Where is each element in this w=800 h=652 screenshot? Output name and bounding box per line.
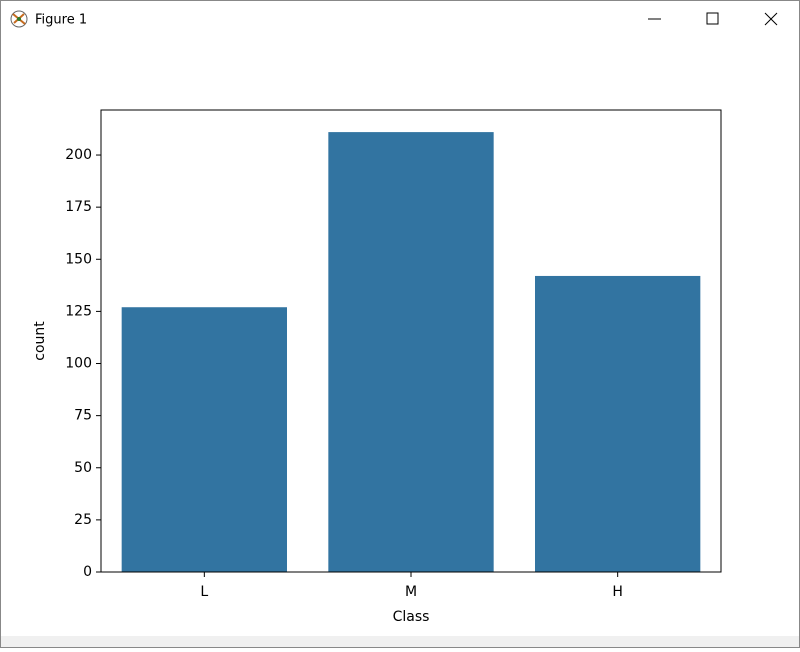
y-tick-label: 50: [74, 460, 92, 476]
y-tick-label: 25: [74, 512, 92, 528]
y-tick-label: 200: [65, 147, 92, 163]
plot: 0 25 50 75 100 125 150 175 200 L M H: [65, 109, 722, 600]
axes-frame: [100, 109, 722, 573]
y-tick-label: 150: [65, 251, 92, 267]
toolbar: [1, 636, 799, 647]
x-tick-label: M: [405, 584, 417, 600]
app-icon: [10, 10, 28, 28]
x-tick-label: H: [612, 584, 623, 600]
y-tick-label: 0: [83, 564, 92, 580]
x-axis-label: Class: [393, 609, 430, 625]
bar: [328, 132, 494, 572]
x-tick-label: L: [200, 584, 208, 600]
bar: [535, 275, 701, 572]
y-tick-label: 100: [65, 356, 92, 372]
y-axis-label: count: [32, 321, 48, 361]
y-tick-label: 125: [65, 303, 92, 319]
y-tick-label: 75: [74, 408, 92, 424]
maximize-button[interactable]: [706, 12, 719, 25]
bar: [121, 307, 288, 572]
close-button[interactable]: [764, 12, 778, 26]
y-tick-label: 175: [65, 199, 92, 215]
window-title: Figure 1: [35, 13, 87, 28]
